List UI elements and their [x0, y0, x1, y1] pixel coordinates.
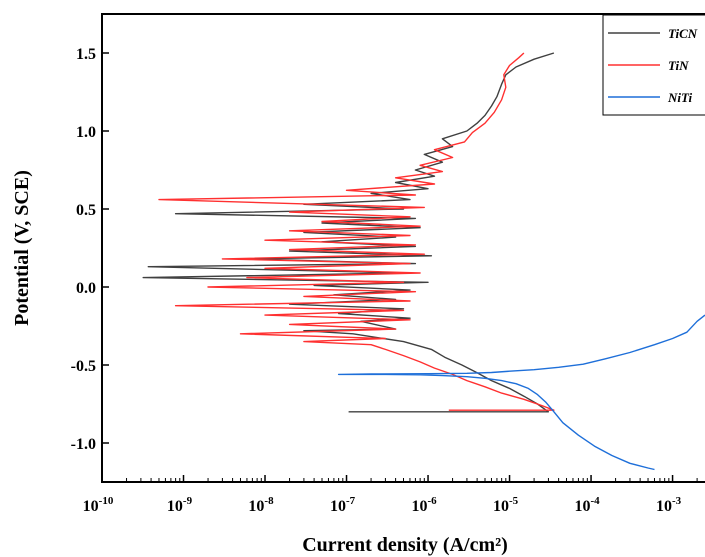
legend: TiCN TiN NiTi: [602, 14, 705, 116]
x-tick-label: 10-9: [167, 495, 193, 515]
x-axis-ticks: 10-10 10-9 10-8 10-7 10-6 10-5 10-4 10-3: [83, 475, 698, 515]
series-line-tin: [158, 52, 555, 411]
x-axis-title: Current density (A/cm²): [302, 534, 508, 556]
x-tick-label: 10-5: [493, 495, 519, 515]
legend-label-niti: NiTi: [667, 90, 692, 105]
y-tick-label: -1.0: [71, 436, 96, 453]
x-tick-label: 10-8: [248, 495, 274, 515]
legend-label-ticn: TiCN: [668, 26, 698, 41]
y-tick-label: -0.5: [71, 358, 96, 375]
y-axis-title: Potential (V, SCE): [11, 170, 33, 326]
y-axis-ticks: -1.0 -0.5 0.0 0.5 1.0 1.5: [71, 46, 109, 453]
series-layer: [142, 52, 705, 471]
y-tick-label: 1.0: [76, 124, 96, 141]
x-tick-label: 10-6: [411, 495, 437, 515]
x-tick-label: 10-10: [83, 495, 114, 515]
y-tick-label: 0.0: [76, 280, 96, 297]
series-line-ticn: [142, 52, 555, 413]
x-tick-label: 10-7: [330, 495, 356, 515]
x-tick-label: 10-4: [574, 495, 600, 515]
series-line-niti: [337, 314, 705, 471]
y-tick-label: 1.5: [76, 46, 96, 63]
legend-items: TiCN TiN NiTi: [608, 26, 698, 105]
plot-frame: [101, 13, 705, 483]
x-tick-label: 10-3: [656, 495, 682, 515]
axes-layer: 10-10 10-9 10-8 10-7 10-6 10-5 10-4 10-3 -1.0 -0…: [71, 13, 705, 515]
legend-label-tin: TiN: [668, 58, 689, 73]
y-tick-label: 0.5: [76, 202, 96, 219]
